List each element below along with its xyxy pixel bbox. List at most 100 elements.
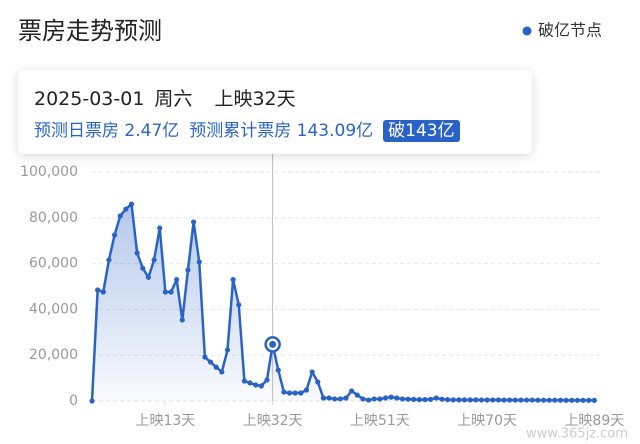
point [490,397,496,403]
legend-label: 破亿节点 [538,21,602,40]
point [416,397,422,403]
point [518,397,524,403]
point [365,397,372,403]
point [179,317,185,323]
point [540,397,547,403]
point [151,257,157,263]
point [473,397,479,403]
point [89,398,95,404]
point [247,380,253,386]
x-tick-label: 上映32天 [243,413,303,429]
point [241,378,247,384]
point [128,201,135,207]
point [309,369,315,375]
tooltip-weekday: 周六 [154,88,193,110]
point [411,396,417,402]
point [574,397,581,403]
point [213,364,219,370]
legend-marker [522,26,532,36]
tooltip: 2025-03-01 周六 上映32天 预测日票房 2.47亿 预测累计票房 143.… [18,70,532,154]
point [399,396,406,402]
y-tick-label: 100,000 [20,164,78,180]
point [123,206,129,212]
point [157,225,163,231]
point [580,397,586,403]
point [433,395,439,401]
point [117,213,123,219]
point [236,302,242,308]
point [337,396,343,402]
x-tick-label: 上映51天 [350,413,410,429]
point [145,274,152,280]
point [196,259,202,265]
point [552,397,558,403]
point [456,397,462,403]
point [174,277,180,283]
tooltip-badge: 破143亿 [383,120,460,142]
point [140,265,146,271]
point [546,397,552,403]
point [439,396,445,402]
point [134,250,140,256]
tooltip-daily: 预测日票房 2.47亿 [34,121,180,141]
point [100,289,106,295]
point [95,287,101,293]
point [185,267,191,273]
point [349,388,355,394]
point [326,395,332,401]
point [275,367,281,373]
y-tick-label: 80,000 [29,210,78,226]
point [320,395,327,401]
y-tick-label: 20,000 [29,347,78,363]
point [106,257,112,263]
tooltip-total: 预测累计票房 143.09亿 [189,121,374,141]
point [219,369,225,375]
point [315,379,321,385]
point [258,383,264,389]
point [501,397,507,403]
point [298,390,304,396]
point [478,397,485,403]
point [207,359,214,365]
point [461,397,468,403]
point [360,396,366,402]
point [388,394,394,400]
point [168,289,174,295]
point [332,396,338,402]
point [507,397,513,403]
point [394,395,400,401]
tooltip-date: 2025-03-01 [34,88,145,110]
y-tick-label: 60,000 [29,256,78,272]
point [281,389,287,395]
point [405,396,411,402]
point [557,397,564,403]
point [253,382,259,388]
point [495,397,501,403]
point [162,289,168,295]
y-tick-label: 40,000 [29,301,78,317]
point [224,347,231,353]
point [264,377,270,383]
area [92,204,595,401]
watermark: www.365jz.com [526,427,628,442]
point [382,395,389,401]
point [569,397,575,403]
point [230,277,236,283]
tooltip-day: 上映32天 [214,88,296,110]
x-tick-label: 上映13天 [135,413,195,429]
y-tick-label: 0 [69,393,78,409]
point [354,392,360,398]
point [428,396,434,402]
point [191,219,197,225]
point [524,397,530,403]
highlight-center [269,340,277,348]
point [292,390,298,396]
point [512,397,518,403]
point [445,397,451,403]
x-tick-label: 上映70天 [457,413,517,429]
point [591,397,597,403]
point [450,397,456,403]
point [422,397,428,403]
point [529,397,535,403]
